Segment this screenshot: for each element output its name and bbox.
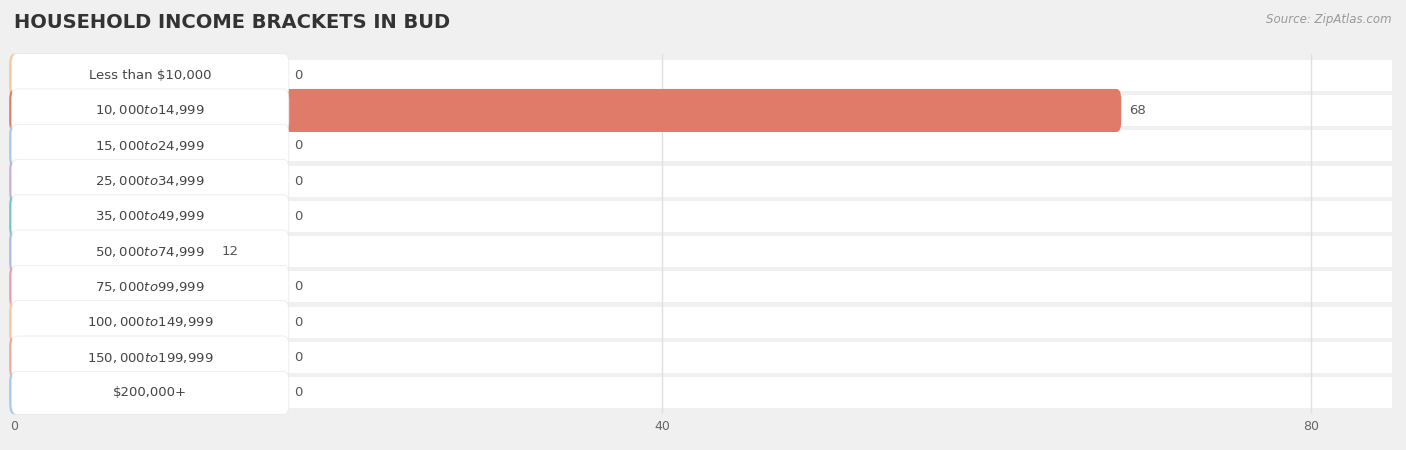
FancyBboxPatch shape — [10, 336, 287, 379]
FancyBboxPatch shape — [10, 124, 287, 167]
Bar — [14, 271, 1392, 302]
FancyBboxPatch shape — [11, 89, 288, 132]
Text: $150,000 to $199,999: $150,000 to $199,999 — [87, 351, 214, 364]
FancyBboxPatch shape — [10, 230, 214, 273]
FancyBboxPatch shape — [11, 54, 288, 97]
Bar — [14, 60, 1392, 91]
Text: $100,000 to $149,999: $100,000 to $149,999 — [87, 315, 214, 329]
FancyBboxPatch shape — [11, 195, 288, 238]
Bar — [14, 95, 1392, 126]
FancyBboxPatch shape — [11, 301, 288, 344]
Bar — [14, 201, 1392, 232]
Text: $75,000 to $99,999: $75,000 to $99,999 — [96, 280, 205, 294]
Text: 0: 0 — [294, 316, 302, 329]
FancyBboxPatch shape — [11, 336, 288, 379]
FancyBboxPatch shape — [11, 371, 288, 414]
Text: 0: 0 — [294, 386, 302, 399]
Text: $200,000+: $200,000+ — [114, 386, 187, 399]
FancyBboxPatch shape — [10, 371, 287, 414]
Text: 0: 0 — [294, 210, 302, 223]
Text: 68: 68 — [1129, 104, 1146, 117]
FancyBboxPatch shape — [10, 195, 287, 238]
Bar — [14, 130, 1392, 161]
Bar — [14, 307, 1392, 338]
Text: 0: 0 — [294, 69, 302, 82]
Text: $15,000 to $24,999: $15,000 to $24,999 — [96, 139, 205, 153]
Bar — [14, 342, 1392, 373]
Text: Less than $10,000: Less than $10,000 — [89, 69, 211, 82]
FancyBboxPatch shape — [11, 266, 288, 308]
Text: $25,000 to $34,999: $25,000 to $34,999 — [96, 174, 205, 188]
Text: 0: 0 — [294, 280, 302, 293]
Bar — [14, 377, 1392, 408]
FancyBboxPatch shape — [10, 266, 287, 308]
FancyBboxPatch shape — [10, 160, 287, 202]
Bar — [14, 236, 1392, 267]
Text: $50,000 to $74,999: $50,000 to $74,999 — [96, 245, 205, 259]
FancyBboxPatch shape — [11, 230, 288, 273]
FancyBboxPatch shape — [10, 54, 287, 97]
Text: $35,000 to $49,999: $35,000 to $49,999 — [96, 209, 205, 223]
FancyBboxPatch shape — [10, 301, 287, 344]
FancyBboxPatch shape — [11, 160, 288, 202]
FancyBboxPatch shape — [10, 89, 1121, 132]
Text: HOUSEHOLD INCOME BRACKETS IN BUD: HOUSEHOLD INCOME BRACKETS IN BUD — [14, 14, 450, 32]
Text: 0: 0 — [294, 351, 302, 364]
Bar — [14, 166, 1392, 197]
Text: 0: 0 — [294, 175, 302, 188]
Text: 0: 0 — [294, 139, 302, 152]
Text: Source: ZipAtlas.com: Source: ZipAtlas.com — [1267, 14, 1392, 27]
FancyBboxPatch shape — [11, 124, 288, 167]
Text: 12: 12 — [222, 245, 239, 258]
Text: $10,000 to $14,999: $10,000 to $14,999 — [96, 104, 205, 117]
